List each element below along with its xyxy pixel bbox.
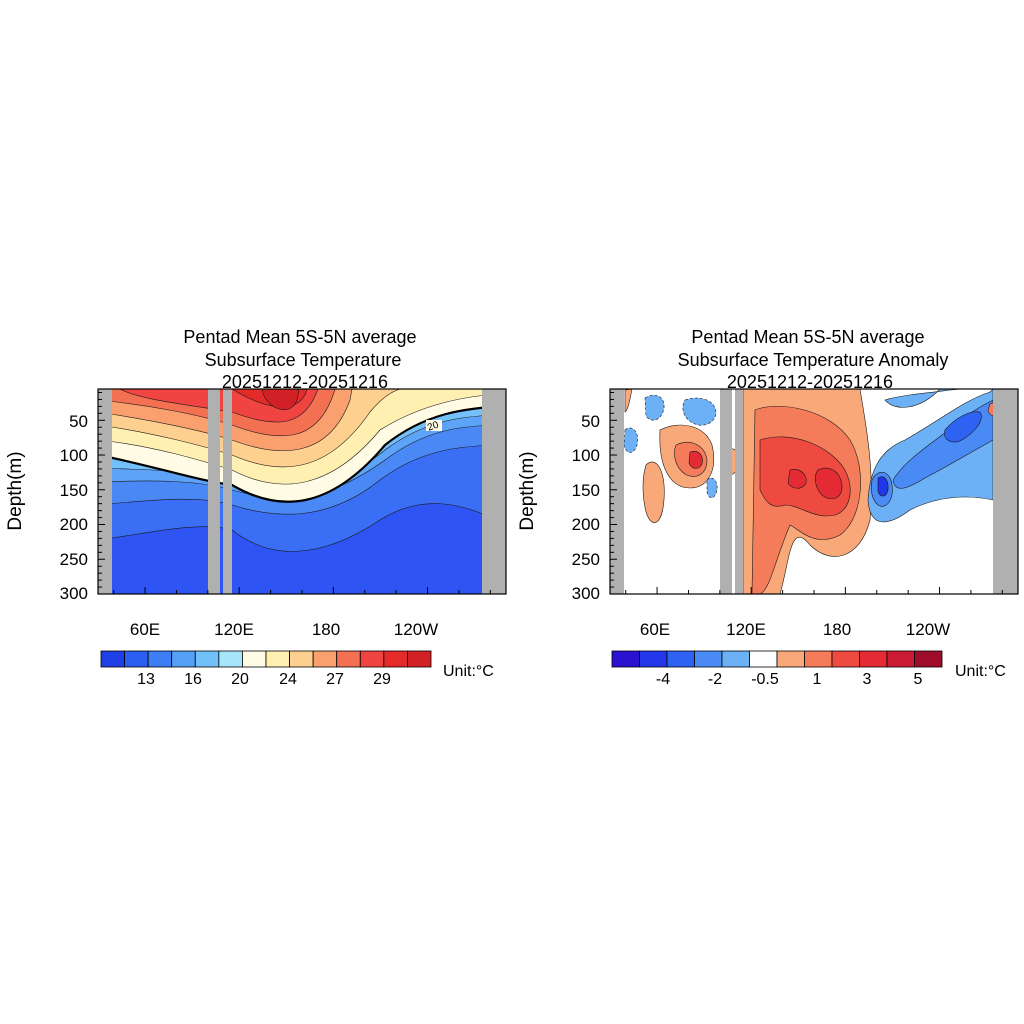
colorbar-swatch bbox=[831, 650, 860, 668]
colorbar-label: 1 bbox=[813, 671, 822, 688]
colorbar-label: 20 bbox=[231, 671, 249, 688]
cool-anomaly-indian-1 bbox=[644, 395, 665, 421]
y-axis-label: Depth(m) bbox=[517, 451, 538, 530]
colorbar-label: 27 bbox=[326, 671, 344, 688]
y-tick-label: 250 bbox=[572, 550, 600, 569]
x-tick-label: 120W bbox=[906, 620, 950, 639]
cool-anomaly-indian-3 bbox=[623, 427, 638, 453]
land-mask-africa bbox=[610, 389, 624, 594]
title-line-3: 20251212-20251216 bbox=[222, 372, 388, 392]
y-tick-label: 200 bbox=[572, 515, 600, 534]
colorbar-swatch bbox=[359, 650, 385, 668]
land-mask-indonesia-east bbox=[223, 389, 232, 594]
warm-anomaly-indian-4 bbox=[642, 461, 665, 524]
y-tick-label: 150 bbox=[572, 481, 600, 500]
colorbar bbox=[611, 650, 943, 668]
temperature-panel: Pentad Mean 5S-5N average Subsurface Tem… bbox=[5, 327, 507, 688]
colorbar-label: 29 bbox=[373, 671, 391, 688]
colorbar-swatch bbox=[289, 650, 314, 668]
y-tick-label: 50 bbox=[581, 412, 600, 431]
colorbar-swatch bbox=[694, 650, 723, 668]
contour-label-20: 20 bbox=[426, 419, 441, 433]
x-tick-label: 120E bbox=[214, 620, 254, 639]
colorbar-swatch bbox=[218, 650, 243, 668]
x-tick-label: 180 bbox=[312, 620, 340, 639]
colorbar-swatch bbox=[914, 650, 943, 668]
cool-anomaly-3 bbox=[944, 411, 982, 443]
colorbar-swatch bbox=[407, 650, 432, 668]
warm-anomaly-4 bbox=[814, 467, 843, 500]
colorbar-swatch bbox=[383, 650, 408, 668]
colorbar-swatch bbox=[100, 650, 125, 668]
cool-anomaly-5 bbox=[877, 476, 889, 497]
y-axis-ticks bbox=[610, 391, 1003, 595]
x-tick-label: 180 bbox=[823, 620, 851, 639]
colorbar-swatch bbox=[721, 650, 750, 668]
title-line-1: Pentad Mean 5S-5N average bbox=[183, 327, 416, 347]
colorbar-swatch bbox=[171, 650, 196, 668]
colorbar-swatch bbox=[124, 650, 149, 668]
colorbar bbox=[100, 650, 432, 668]
y-axis-label: Depth(m) bbox=[5, 451, 26, 530]
anomaly-field bbox=[610, 389, 1018, 594]
y-tick-label: 150 bbox=[60, 481, 88, 500]
y-tick-label: 300 bbox=[60, 584, 88, 603]
colorbar-swatch bbox=[611, 650, 640, 668]
x-tick-label: 60E bbox=[130, 620, 160, 639]
y-axis-ticks bbox=[98, 391, 491, 595]
y-tick-label: 250 bbox=[60, 550, 88, 569]
y-tick-label: 50 bbox=[69, 412, 88, 431]
colorbar-label: 5 bbox=[914, 671, 923, 688]
unit-label: Unit:°C bbox=[955, 663, 1006, 680]
x-tick-label: 120E bbox=[726, 620, 766, 639]
title-line-1: Pentad Mean 5S-5N average bbox=[691, 327, 924, 347]
title-line-3: 20251212-20251216 bbox=[727, 372, 893, 392]
cool-anomaly-indian-2 bbox=[682, 397, 717, 426]
y-tick-label: 200 bbox=[60, 515, 88, 534]
colorbar-swatch bbox=[666, 650, 695, 668]
land-mask-indonesia-east bbox=[735, 389, 743, 594]
anomaly-panel: Pentad Mean 5S-5N average Subsurface Tem… bbox=[517, 327, 1019, 688]
land-mask-indonesia-west bbox=[208, 389, 220, 594]
colorbar-swatch bbox=[749, 650, 778, 668]
colorbar-swatch bbox=[265, 650, 290, 668]
temperature-field: 20 bbox=[98, 389, 506, 594]
cool-anomaly-surface bbox=[884, 389, 961, 408]
layer-30 bbox=[261, 389, 300, 410]
colorbar-swatch bbox=[804, 650, 833, 668]
contour-label-bg bbox=[426, 420, 442, 431]
land-mask-africa bbox=[98, 389, 112, 594]
colorbar-label: -4 bbox=[656, 671, 670, 688]
colorbar-swatch bbox=[886, 650, 915, 668]
cool-anomaly-indian-4 bbox=[706, 477, 718, 499]
unit-label: Unit:°C bbox=[443, 663, 494, 680]
colorbar-swatch bbox=[859, 650, 888, 668]
colorbar-label: 13 bbox=[137, 671, 155, 688]
land-mask-indonesia-west bbox=[720, 389, 732, 594]
colorbar-swatch bbox=[242, 650, 267, 668]
colorbar-swatch bbox=[336, 650, 361, 668]
colorbar-swatch bbox=[312, 650, 338, 668]
colorbar-label: 16 bbox=[184, 671, 202, 688]
colorbar-label: -2 bbox=[708, 671, 722, 688]
colorbar-label: 24 bbox=[279, 671, 297, 688]
warm-anomaly-5 bbox=[787, 469, 807, 489]
x-tick-label: 60E bbox=[640, 620, 670, 639]
warm-anomaly-indian-3 bbox=[688, 450, 703, 469]
colorbar-swatch bbox=[194, 650, 220, 668]
x-tick-label: 120W bbox=[394, 620, 438, 639]
title-line-2: Subsurface Temperature Anomaly bbox=[678, 350, 949, 370]
colorbar-swatch bbox=[147, 650, 173, 668]
colorbar-label: 3 bbox=[863, 671, 872, 688]
title-line-2: Subsurface Temperature bbox=[205, 350, 402, 370]
colorbar-label: -0.5 bbox=[751, 671, 779, 688]
land-mask-americas bbox=[482, 389, 506, 594]
y-tick-label: 100 bbox=[572, 446, 600, 465]
y-tick-label: 300 bbox=[572, 584, 600, 603]
colorbar-swatch bbox=[776, 650, 805, 668]
colorbar-swatch bbox=[639, 650, 668, 668]
land-mask-americas bbox=[993, 389, 1018, 594]
y-tick-label: 100 bbox=[60, 446, 88, 465]
